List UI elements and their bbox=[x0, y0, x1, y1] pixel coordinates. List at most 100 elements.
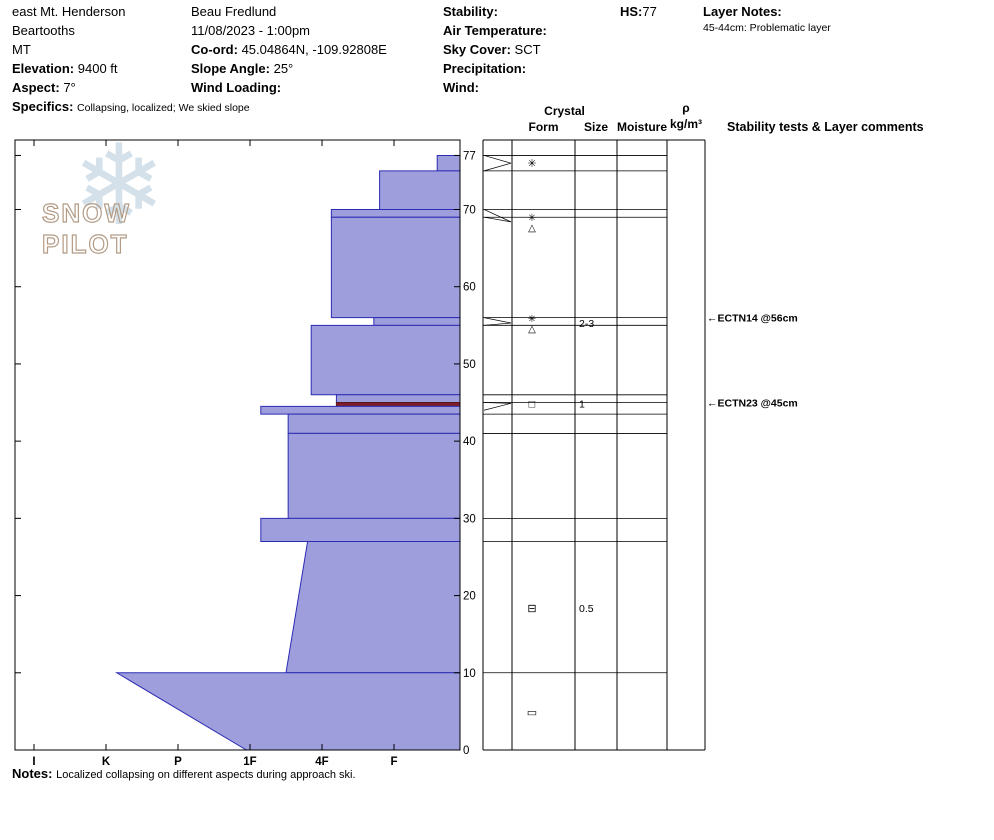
leader-line bbox=[483, 322, 512, 326]
leader-line bbox=[483, 216, 512, 223]
leader-line bbox=[483, 162, 512, 172]
sky-cover-value: SCT bbox=[514, 42, 541, 57]
grain-form-symbol: □ bbox=[529, 398, 536, 410]
notes-value: Localized collapsing on different aspect… bbox=[56, 769, 356, 781]
coordinates-label: Co-ord: bbox=[191, 42, 238, 57]
layer-notes-value: 45-44cm: Problematic layer bbox=[703, 22, 831, 34]
hardness-axis-label: I bbox=[32, 756, 35, 768]
notes-label: Notes: bbox=[12, 766, 53, 781]
grain-size-value: 1 bbox=[579, 398, 585, 410]
hs-value: 77 bbox=[642, 4, 657, 19]
leader-line bbox=[483, 402, 512, 404]
table-header-form: Form bbox=[528, 120, 559, 134]
depth-axis-label: 10 bbox=[463, 668, 476, 680]
depth-axis-label: 77 bbox=[463, 150, 476, 162]
grain-size-value: 2-3 bbox=[579, 318, 594, 330]
grain-form-symbol: ✳ bbox=[528, 213, 536, 224]
site-name: east Mt. Henderson bbox=[12, 4, 126, 19]
sky-cover-label: Sky Cover: bbox=[443, 42, 511, 57]
table-header-moisture: Moisture bbox=[617, 120, 668, 134]
header-layer-notes-column: Layer Notes: 45-44cm: Problematic layer bbox=[703, 2, 831, 35]
header-conditions-column: Stability: Air Temperature: Sky Cover: S… bbox=[443, 2, 547, 97]
snow-layer bbox=[114, 672, 461, 751]
grain-form-symbol: ✳ bbox=[527, 158, 536, 170]
depth-axis-label: 40 bbox=[463, 436, 476, 448]
depth-axis-label: 50 bbox=[463, 359, 476, 371]
stability-test-annotation: ←ECTN23 @45cm bbox=[707, 398, 798, 410]
wind-row: Wind: bbox=[443, 78, 547, 97]
stability-test-annotation: ←ECTN14 @56cm bbox=[707, 313, 798, 325]
plot-border bbox=[14, 139, 461, 751]
leader-line bbox=[483, 402, 512, 411]
header-hs-column: HS:77 bbox=[620, 2, 657, 21]
elevation-label: Elevation: bbox=[12, 61, 75, 76]
specifics-value: Collapsing, localized; We skied slope bbox=[77, 102, 250, 114]
air-temperature-row: Air Temperature: bbox=[443, 21, 547, 40]
depth-axis-label: 30 bbox=[463, 513, 476, 525]
slope-angle-row: Slope Angle: 25° bbox=[191, 59, 387, 78]
snow-layer bbox=[287, 413, 461, 434]
precipitation-row: Precipitation: bbox=[443, 59, 547, 78]
grain-size-value: 0.5 bbox=[579, 603, 594, 615]
wind-loading-label: Wind Loading: bbox=[191, 80, 282, 95]
hardness-axis-label: P bbox=[174, 756, 182, 768]
depth-axis-label: 60 bbox=[463, 282, 476, 294]
leader-line bbox=[483, 155, 512, 164]
depth-axis-label: 0 bbox=[463, 745, 469, 757]
hardness-axis-label: 4F bbox=[315, 756, 328, 768]
table-header-density-units: kg/m³ bbox=[669, 117, 702, 131]
air-temperature-label: Air Temperature: bbox=[443, 23, 547, 38]
snow-layer bbox=[285, 541, 461, 674]
slope-angle-value: 25° bbox=[273, 61, 294, 76]
specifics-row: Specifics: Collapsing, localized; We ski… bbox=[12, 97, 250, 118]
grain-form-symbol: ✳ bbox=[528, 314, 536, 325]
coordinates-value: 45.04864N, -109.92808E bbox=[241, 42, 387, 57]
table-header-size: Size bbox=[583, 120, 608, 134]
depth-axis-label: 20 bbox=[463, 591, 476, 603]
snow-layer bbox=[330, 208, 461, 218]
grain-form-symbol: ⊟ bbox=[527, 603, 536, 615]
wind-label: Wind: bbox=[443, 80, 479, 95]
state: MT bbox=[12, 42, 31, 57]
leader-line bbox=[483, 317, 512, 324]
hardness-axis-label: F bbox=[390, 756, 397, 768]
sky-cover-row: Sky Cover: SCT bbox=[443, 40, 547, 59]
table-header-density: ρ bbox=[682, 101, 690, 115]
snow-layer bbox=[379, 170, 461, 210]
aspect-label: Aspect: bbox=[12, 80, 60, 95]
snow-layer bbox=[335, 394, 461, 404]
hardness-axis-label: 1F bbox=[243, 756, 256, 768]
layer-notes-title: Layer Notes: bbox=[703, 4, 782, 19]
header-location-column: east Mt. Henderson Beartooths MT Elevati… bbox=[12, 2, 250, 118]
snow-layer bbox=[260, 517, 461, 543]
precipitation-label: Precipitation: bbox=[443, 61, 527, 76]
snow-layer bbox=[373, 317, 461, 326]
elevation-row: Elevation: 9400 ft bbox=[12, 59, 250, 78]
observer-name: Beau Fredlund bbox=[191, 4, 277, 19]
snow-layer bbox=[436, 154, 461, 172]
problem-layer bbox=[335, 402, 461, 407]
grain-form-symbol: △ bbox=[528, 324, 536, 335]
notes-row: Notes: Localized collapsing on different… bbox=[12, 766, 356, 781]
aspect-row: Aspect: 7° bbox=[12, 78, 250, 97]
leader-line bbox=[483, 209, 512, 223]
coordinates-row: Co-ord: 45.04864N, -109.92808E bbox=[191, 40, 387, 59]
observation-datetime: 11/08/2023 - 1:00pm bbox=[191, 23, 311, 38]
stability-label: Stability: bbox=[443, 4, 498, 19]
elevation-value: 9400 ft bbox=[77, 61, 118, 76]
grain-form-symbol: △ bbox=[528, 223, 536, 234]
snow-layer bbox=[260, 405, 461, 415]
depth-axis-label: 70 bbox=[463, 204, 476, 216]
hardness-axis-label: K bbox=[102, 756, 111, 768]
mountain-range: Beartooths bbox=[12, 23, 75, 38]
table-header-crystal: Crystal bbox=[544, 104, 585, 118]
specifics-label: Specifics: bbox=[12, 99, 74, 114]
slope-angle-label: Slope Angle: bbox=[191, 61, 270, 76]
hs-label: HS: bbox=[620, 4, 643, 19]
snow-layer bbox=[287, 432, 461, 519]
header-observer-column: Beau Fredlund 11/08/2023 - 1:00pm Co-ord… bbox=[191, 2, 387, 97]
wind-loading-row: Wind Loading: bbox=[191, 78, 387, 97]
snow-layer bbox=[310, 324, 461, 396]
